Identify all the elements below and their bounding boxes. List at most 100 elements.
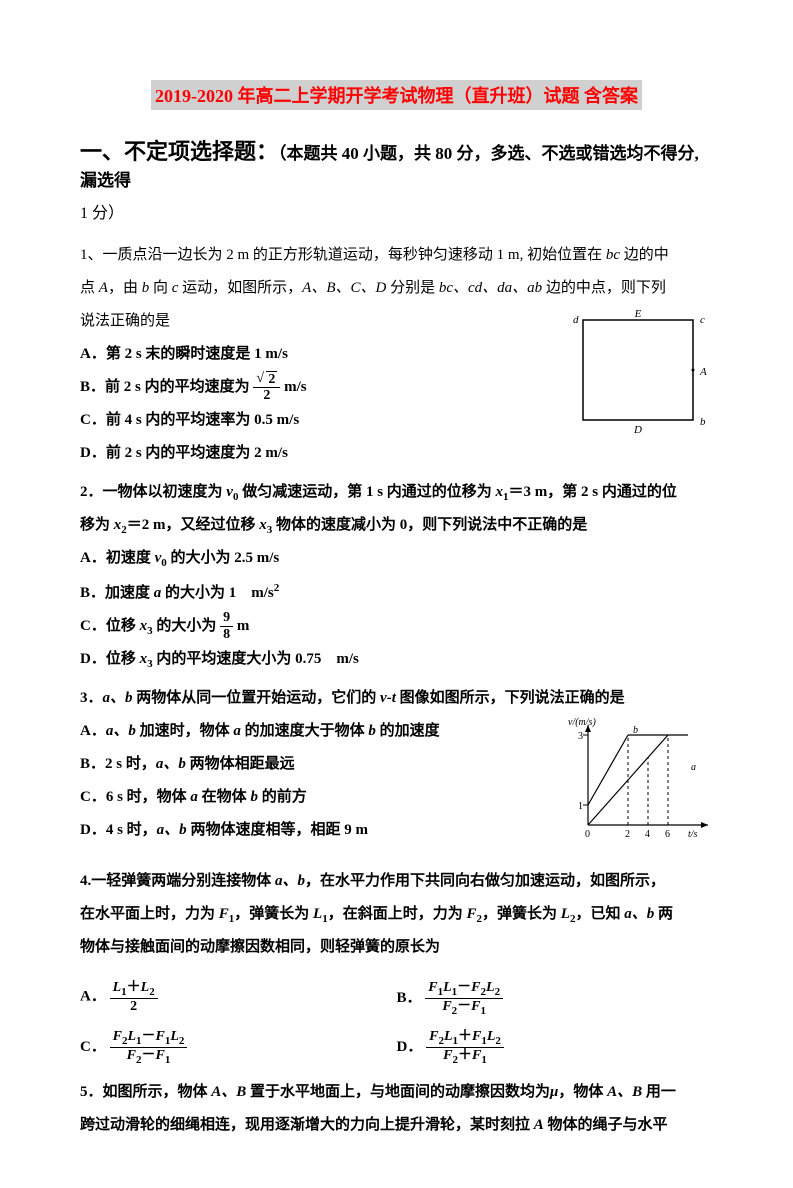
q5-A: A: [534, 1117, 544, 1133]
q4D-lab: D．: [397, 1039, 423, 1055]
fig1-Aa: A: [699, 366, 707, 378]
q3-opts-wrap: A．a、b 加速时，物体 a 的加速度大于物体 b 的加速度 B．2 s 时，a…: [80, 715, 713, 847]
q4-row1: A． L1＋L22 B． F1L1－F2L2F2－F1: [80, 980, 713, 1017]
page: 2019-2020 年高二上学期开学考试物理（直升班）试题 含答案 一、不定项选…: [0, 0, 793, 1188]
q2-t1: 2．一物体以初速度为: [80, 484, 226, 500]
q3-vt: v-t: [380, 690, 396, 706]
q1-A: A: [99, 280, 108, 296]
fig3-b: b: [633, 725, 638, 736]
q2A-pre: A．初速度: [80, 550, 155, 566]
q3A3: 的加速度大于物体: [241, 723, 369, 739]
q1-t4: ，由: [108, 280, 142, 296]
q1-t6: 运动，如图所示，: [178, 280, 302, 296]
q1-stem: 1、一质点沿一边长为 2 m 的正方形轨道运动，每秒钟匀速移动 1 m, 初始位…: [80, 239, 713, 272]
q1-bc: bc: [606, 247, 620, 263]
title-wrap: 2019-2020 年高二上学期开学考试物理（直升班）试题 含答案: [80, 80, 713, 110]
q2-t3: ＝3 m，第 2 s 内通过的位: [509, 484, 677, 500]
fig1-E: E: [634, 308, 642, 320]
section-sub: 1 分）: [80, 199, 713, 223]
q1-optB-pre: B．前 2 s 内的平均速度为: [80, 379, 250, 395]
fig3-x2: 2: [625, 829, 630, 840]
fig1-c: c: [700, 314, 705, 326]
q1-t7: 分别是: [386, 280, 439, 296]
q1-optD: D．前 2 s 内的平均速度为 2 m/s: [80, 437, 713, 470]
q4-F2: F: [466, 906, 476, 922]
q2C-unit: m: [233, 618, 249, 634]
q4-optB: B． F1L1－F2L2F2－F1: [397, 980, 714, 1017]
q4-t1: 4.一轻弹簧两端分别连接物体: [80, 873, 275, 889]
q2-x3: x: [259, 517, 267, 533]
q2C-post: 的大小为: [153, 618, 217, 634]
q4B-lab: B．: [397, 990, 422, 1006]
section-big: 一、不定项选择题：: [80, 139, 278, 164]
question-2: 2．一物体以初速度为 v0 做匀减速运动，第 1 s 内通过的位移为 x1＝3 …: [80, 476, 713, 676]
q3-t2: 两物体从同一位置开始运动，它们的: [133, 690, 381, 706]
q1-stem-line3-wrap: 说法正确的是 E c d A D b: [80, 305, 713, 338]
q5-t2: 置于水平地面上，与地面间的动摩擦因数均为: [246, 1084, 550, 1100]
q2-optD: D．位移 x3 内的平均速度大小为 0.75 m/s: [80, 643, 713, 676]
q4A-lab: A．: [80, 989, 106, 1005]
q3-stem: 3．a、b 两物体从同一位置开始运动，它们的 v-t 图像如图所示，下列说法正确…: [80, 682, 713, 715]
q2-optB: B．加速度 a 的大小为 1 m/s2: [80, 576, 713, 610]
q4C-lab: C．: [80, 1039, 106, 1055]
q4-stem-l3: 物体与接触面间的动摩擦因数相同，则轻弹簧的原长为: [80, 931, 713, 964]
q3-ab: a、b: [103, 690, 133, 706]
q5-t4: 用一: [642, 1084, 676, 1100]
q3A2: 加速时，物体: [136, 723, 234, 739]
q5-t1: 5．如图所示，物体: [80, 1084, 211, 1100]
q5-AB: A、B: [211, 1084, 246, 1100]
q5-stem-l1: 5．如图所示，物体 A、B 置于水平地面上，与地面间的动摩擦因数均为μ，物体 A…: [80, 1076, 713, 1109]
q3B-ab: a、b: [156, 756, 186, 772]
doc-title: 2019-2020 年高二上学期开学考试物理（直升班）试题 含答案: [151, 80, 642, 110]
question-1: 1、一质点沿一边长为 2 m 的正方形轨道运动，每秒钟匀速移动 1 m, 初始位…: [80, 239, 713, 470]
q1-t8: 边的中点，则下列: [542, 280, 666, 296]
q2C-pre: C．位移: [80, 618, 140, 634]
fig3-yl: v/(m/s): [568, 717, 596, 728]
section-heading: 一、不定项选择题：（本题共 40 小题，共 80 分，多选、不选或错选均不得分,…: [80, 134, 713, 191]
fig1-D: D: [633, 424, 642, 435]
q4-optC: C． F2L1－F1L2F2－F1: [80, 1029, 397, 1066]
q3-t1: 3．: [80, 690, 103, 706]
q1-t2: 边的中: [620, 247, 669, 263]
q4D-frac: F2L1＋F1L2F2＋F1: [426, 1029, 504, 1066]
q2D-post: 内的平均速度大小为 0.75 m/s: [153, 651, 359, 667]
q4-optA: A． L1＋L22: [80, 980, 397, 1017]
fig3-y3: 3: [578, 731, 583, 742]
q1-figure: E c d A D b: [563, 305, 713, 435]
q4-stem-l1: 4.一轻弹簧两端分别连接物体 a、b，在水平力作用下共同向右做匀加速运动，如图所…: [80, 865, 713, 898]
fig3-x0: 0: [585, 829, 590, 840]
q4-t4: ，弹簧长为: [234, 906, 313, 922]
q1-edges: bc、cd、da、ab: [439, 280, 542, 296]
q1-t3: 点: [80, 280, 99, 296]
q3A-b: b: [368, 723, 376, 739]
q4-stem-l2: 在水平面上时，力为 F1，弹簧长为 L1，在斜面上时，力为 F2，弹簧长为 L2…: [80, 898, 713, 931]
q2D-pre: D．位移: [80, 651, 140, 667]
q4-F1: F: [219, 906, 229, 922]
q4A-frac: L1＋L22: [110, 980, 158, 1014]
q4-t3: 在水平面上时，力为: [80, 906, 219, 922]
q2-x1: x: [496, 484, 504, 500]
q2-stem-l2: 移为 x2＝2 m，又经过位移 x3 物体的速度减小为 0，则下列说法中不正确的…: [80, 509, 713, 542]
q2C-frac: 98: [220, 610, 233, 642]
q5-t6: 物体的绳子与水平: [544, 1117, 668, 1133]
q3B1: B．2 s 时，: [80, 756, 156, 772]
q1-optB-post: m/s: [284, 379, 307, 395]
q2-t5: ＝2 m，又经过位移: [127, 517, 260, 533]
q3C2: 在物体: [198, 789, 251, 805]
q3-figure: v/(m/s) b a 1 3 0 2 4 6 t/s: [563, 715, 713, 845]
q3C3: 的前方: [258, 789, 307, 805]
question-4: 4.一轻弹簧两端分别连接物体 a、b，在水平力作用下共同向右做匀加速运动，如图所…: [80, 865, 713, 1066]
q1-t5: 向: [149, 280, 172, 296]
q4-t6: ，弹簧长为: [482, 906, 561, 922]
q4-t2: ，在水平力作用下共同向右做匀加速运动，如图所示，: [305, 873, 665, 889]
q4-optD: D． F2L1＋F1L2F2＋F1: [397, 1029, 714, 1066]
q4B-frac: F1L1－F2L2F2－F1: [425, 980, 503, 1017]
q4-ab: a、b: [275, 873, 305, 889]
q3D-ab: a、b: [157, 822, 187, 838]
q3B2: 两物体相距最远: [186, 756, 295, 772]
q2-optA: A．初速度 v0 的大小为 2.5 m/s: [80, 542, 713, 575]
q5-AB2: A、B: [607, 1084, 642, 1100]
q4-ab2: a、b: [624, 906, 654, 922]
q4-row2: C． F2L1－F1L2F2－F1 D． F2L1＋F1L2F2＋F1: [80, 1029, 713, 1066]
fig3-xl: t/s: [688, 829, 698, 840]
